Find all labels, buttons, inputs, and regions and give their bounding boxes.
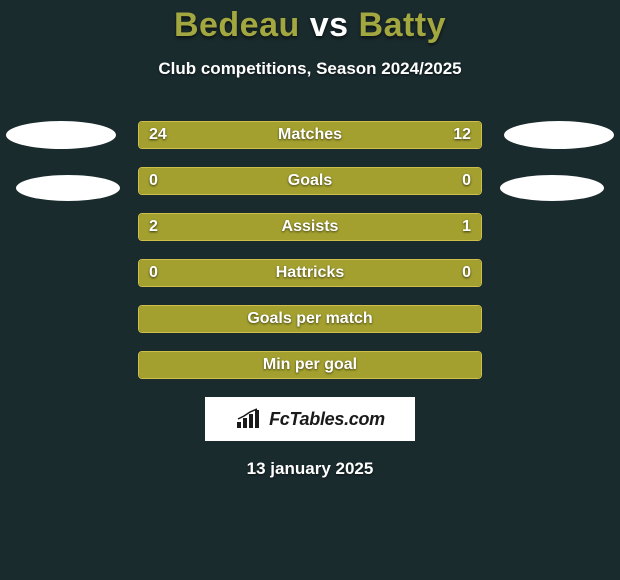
player1-marker-top <box>6 121 116 149</box>
stat-value-left: 24 <box>139 122 177 148</box>
player2-marker-top <box>504 121 614 149</box>
title-vs: vs <box>310 6 349 44</box>
snapshot-date: 13 january 2025 <box>0 459 620 479</box>
stat-value-left: 0 <box>139 260 168 286</box>
stat-label: Goals per match <box>139 306 481 332</box>
stat-value-left: 2 <box>139 214 168 240</box>
source-badge[interactable]: FcTables.com <box>205 397 415 441</box>
player2-name: Batty <box>359 6 447 44</box>
player2-marker-bottom <box>500 175 604 201</box>
stat-row: Matches24 12 <box>138 121 482 149</box>
stats-area: Matches2412Goals00Assists21Hattricks00Go… <box>0 121 620 379</box>
stat-label: Goals <box>139 168 481 194</box>
stat-value-right: 1 <box>452 214 481 240</box>
stat-label: Min per goal <box>139 352 481 378</box>
stat-row: Goals per match <box>138 305 482 333</box>
subtitle: Club competitions, Season 2024/2025 <box>0 59 620 79</box>
chart-icon <box>235 408 263 430</box>
stat-value-left: 0 <box>139 168 168 194</box>
stat-label: Matches <box>139 122 481 148</box>
stat-row: Goals0 0 <box>138 167 482 195</box>
player1-name: Bedeau <box>174 6 300 44</box>
stat-row: Assists2 1 <box>138 213 482 241</box>
stat-row: Hattricks0 0 <box>138 259 482 287</box>
source-text: FcTables.com <box>269 409 385 430</box>
stat-label: Assists <box>139 214 481 240</box>
comparison-card: Bedeau vs Batty Club competitions, Seaso… <box>0 0 620 580</box>
stat-value-right: 12 <box>443 122 481 148</box>
player1-marker-bottom <box>16 175 120 201</box>
stat-rows: Matches2412Goals00Assists21Hattricks00Go… <box>138 121 482 379</box>
stat-value-right: 0 <box>452 168 481 194</box>
stat-label: Hattricks <box>139 260 481 286</box>
stat-value-right: 0 <box>452 260 481 286</box>
page-title: Bedeau vs Batty <box>0 6 620 45</box>
stat-row: Min per goal <box>138 351 482 379</box>
